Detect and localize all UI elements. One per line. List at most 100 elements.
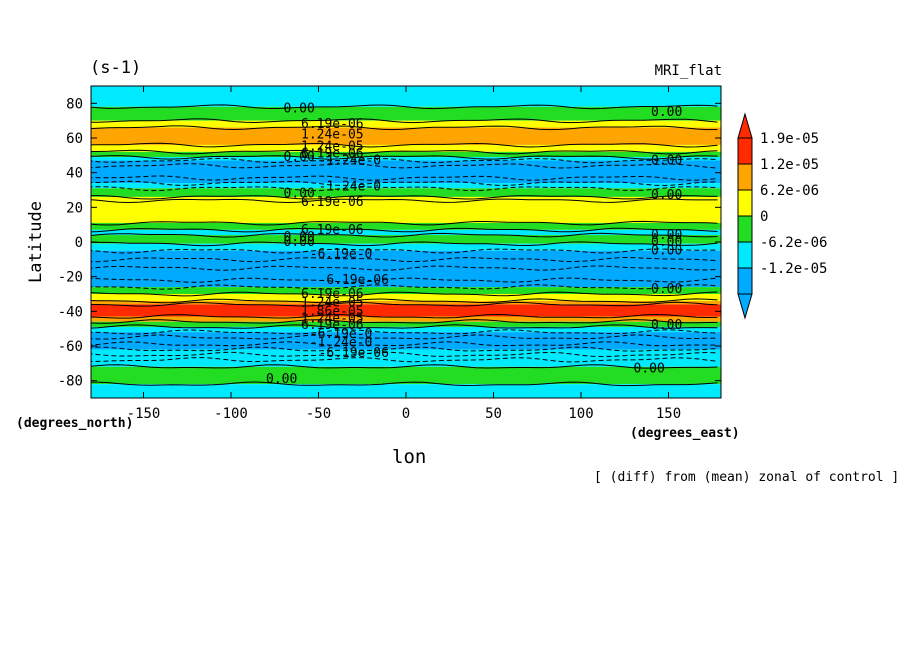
- y-axis-unit: (degrees_north): [16, 416, 134, 431]
- contour-solid-10: [91, 232, 718, 238]
- contour-label-24: 1.86e-05: [301, 304, 364, 319]
- contour-solid-16: [91, 319, 718, 324]
- contour-label-19: 0.00: [651, 244, 682, 259]
- band-13: [91, 229, 721, 236]
- contour-label-7: -1.24e-0: [319, 154, 382, 169]
- contour-dashed-10: [91, 329, 718, 335]
- contour-label-4: 1.24e-05: [301, 140, 364, 155]
- contour-label-29: -1.24e-0: [310, 336, 373, 351]
- band-11: [91, 200, 721, 223]
- units-label: (s-1): [90, 58, 142, 78]
- run-label: MRI_flat: [654, 63, 722, 79]
- y-tick-label-4: 0: [75, 235, 83, 251]
- colorbar-arrow-bottom: [737, 293, 753, 320]
- colorbar-label-4: -6.2e-06: [760, 235, 827, 251]
- band-21: [91, 316, 721, 322]
- contour-label-21: 0.00: [651, 282, 682, 297]
- contour-solid-6: [91, 195, 718, 200]
- contour-solid-13: [91, 298, 718, 304]
- contour-dashed-2: [91, 175, 718, 181]
- band-15: [91, 243, 721, 251]
- colorbar-arrow-top: [737, 112, 753, 139]
- contour-solid-11: [91, 241, 718, 247]
- x-tick-label-5: 100: [568, 406, 593, 422]
- x-axis-unit: (degrees_east): [630, 426, 740, 441]
- contour-solid-5: [91, 155, 718, 160]
- contour-label-20: -6.19e-06: [319, 273, 389, 288]
- x-tick-label-1: -100: [214, 406, 248, 422]
- y-tick-label-6: 40: [66, 166, 83, 182]
- contour-dashed-15: [91, 357, 718, 363]
- contour-solid-8: [91, 220, 718, 226]
- contour-dashed-12: [91, 341, 718, 347]
- band-1: [91, 106, 721, 121]
- contour-label-25: 1.24e-05: [301, 311, 364, 326]
- contour-solid-0: [91, 104, 718, 110]
- contour-solid-17: [91, 324, 718, 329]
- x-axis-label: lon: [392, 446, 427, 468]
- contour-dashed-14: [91, 351, 718, 358]
- contour-solid-4: [91, 149, 718, 155]
- y-tick-label-2: -40: [58, 304, 83, 320]
- contour-label-6: 0.00: [284, 150, 315, 165]
- contour-solid-19: [91, 381, 718, 387]
- contour-dashed-11: [91, 334, 718, 340]
- y-axis-label: Latitude: [26, 201, 46, 283]
- band-18: [91, 294, 721, 301]
- contour-dashed-13: [91, 346, 718, 352]
- x-tick-label-3: 0: [402, 406, 410, 422]
- band-23: [91, 326, 721, 333]
- colorbar-label-0: 1.9e-05: [760, 131, 819, 147]
- contour-label-32: 0.00: [634, 362, 665, 377]
- contour-label-9: -1.24e-0: [319, 180, 382, 195]
- contour-dashed-1: [91, 163, 718, 169]
- contour-dashed-4: [91, 186, 718, 192]
- contour-label-2: 6.19e-06: [301, 117, 364, 132]
- contour-label-30: -6.19e-06: [319, 346, 389, 361]
- contour-label-3: 1.24e-05: [301, 128, 364, 143]
- contour-dashed-5: [91, 248, 718, 254]
- colorbar-segment-2: [737, 189, 753, 217]
- colorbar-segment-0: [737, 137, 753, 165]
- colorbar-segment-4: [737, 241, 753, 269]
- contour-label-31: 0.00: [266, 372, 297, 387]
- contour-dashed-0: [91, 157, 718, 164]
- y-tick-label-7: 60: [66, 131, 83, 147]
- contour-label-5: 6.19e-06: [301, 147, 364, 162]
- contour-label-15: 0.00: [651, 228, 682, 243]
- contour-solid-1: [91, 118, 718, 124]
- band-2: [91, 120, 721, 128]
- source-note: [ (diff) from (mean) zonal of control ]: [594, 470, 900, 485]
- band-26: [91, 366, 721, 385]
- band-3: [91, 127, 721, 145]
- band-17: [91, 287, 721, 294]
- contour-labels: 0.00 0.006.19e-061.24e-051.24e-056.19e-06…: [266, 102, 682, 387]
- contour-dashed-8: [91, 277, 718, 283]
- band-9: [91, 188, 721, 197]
- contour-label-22: 6.19e-06: [301, 287, 364, 302]
- colorbar-label-3: 0: [760, 209, 768, 225]
- x-tick-label-4: 50: [485, 406, 502, 422]
- band-8: [91, 183, 721, 189]
- band-6: [91, 157, 721, 161]
- x-tick-label-6: 150: [656, 406, 681, 422]
- contour-solid-2: [91, 125, 718, 131]
- colorbar-segment-3: [737, 215, 753, 243]
- y-tick-label-1: -60: [58, 339, 83, 355]
- contour-solid-12: [91, 291, 718, 297]
- contour-label-26: 6.19e-06: [301, 318, 364, 333]
- y-tick-label-8: 80: [66, 96, 83, 112]
- y-tick-label-3: -20: [58, 270, 83, 286]
- y-tick-label-5: 20: [66, 200, 83, 216]
- band-10: [91, 196, 721, 201]
- band-27: [91, 384, 721, 398]
- contour-label-13: 6.19e-06: [301, 223, 364, 238]
- contour-label-11: 0.00: [651, 188, 682, 203]
- band-24: [91, 332, 721, 350]
- band-0: [91, 86, 721, 107]
- contour-solid-18: [91, 364, 718, 369]
- band-20: [91, 304, 721, 317]
- contour-label-1: 0.00: [651, 105, 682, 120]
- contour-solid-15: [91, 313, 718, 319]
- contour-label-17: 0.00: [651, 235, 682, 250]
